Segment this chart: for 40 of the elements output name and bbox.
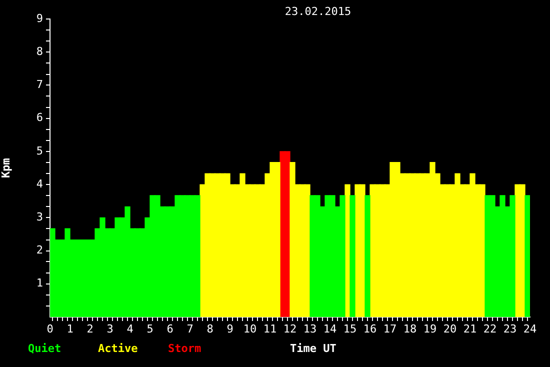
y-tick-label: 8 xyxy=(36,44,43,58)
y-tick-label: 7 xyxy=(36,78,43,92)
x-tick-label: 18 xyxy=(403,322,417,336)
x-tick-label: 6 xyxy=(166,322,174,336)
y-tick-label: 3 xyxy=(36,210,43,224)
text: Quiet xyxy=(28,342,62,355)
text: Storm xyxy=(168,342,202,355)
text: Active xyxy=(98,342,139,355)
x-tick-label: 10 xyxy=(243,322,257,336)
x-tick-label: 13 xyxy=(303,322,317,336)
x-tick-label: 20 xyxy=(443,322,457,336)
x-tick-label: 11 xyxy=(263,322,277,336)
x-tick-label: 2 xyxy=(86,322,94,336)
y-tick-label: 1 xyxy=(36,276,43,290)
x-tick-label: 5 xyxy=(146,322,154,336)
y-tick-label: 6 xyxy=(36,111,43,124)
x-tick-label: 3 xyxy=(106,322,114,336)
x-tick-label: 8 xyxy=(206,322,214,336)
x-tick-label: 23 xyxy=(503,322,517,336)
x-tick-label: 22 xyxy=(483,322,497,336)
x-tick-label: 21 xyxy=(463,322,477,336)
chart-title: 23.02.2015 xyxy=(284,5,352,18)
x-tick-label: 7 xyxy=(186,322,194,336)
x-tick-label: 9 xyxy=(226,322,234,336)
y-tick-label: 5 xyxy=(36,144,43,158)
x-axis-title: Time UT xyxy=(290,342,336,355)
x-tick-label: 19 xyxy=(423,322,437,336)
x-tick-label: 12 xyxy=(283,322,297,336)
y-axis-title: Kpm xyxy=(0,158,12,178)
x-tick-label: 16 xyxy=(363,322,377,336)
x-tick-label: 0 xyxy=(46,322,54,336)
y-tick-label: 4 xyxy=(36,177,44,190)
x-tick-label: 14 xyxy=(323,322,337,336)
x-tick-label: 1 xyxy=(66,322,74,336)
y-tick-label: 9 xyxy=(36,12,43,25)
y-tick-label: 2 xyxy=(36,244,43,257)
x-tick-label: 17 xyxy=(383,322,397,336)
x-tick-label: 4 xyxy=(126,322,134,336)
x-tick-label: 24 xyxy=(523,322,537,336)
x-tick-label: 15 xyxy=(343,322,357,336)
